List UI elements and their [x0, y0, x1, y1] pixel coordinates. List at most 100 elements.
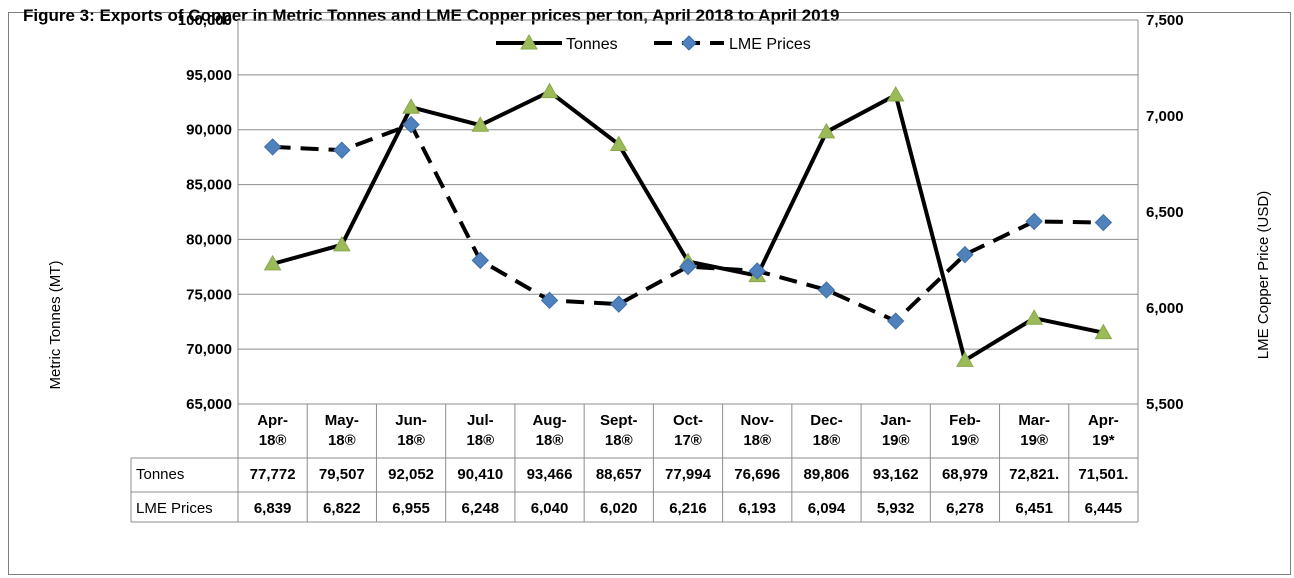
legend-label-lme: LME Prices	[729, 36, 811, 53]
lme-price-point	[1025, 212, 1043, 231]
series-line-tonnes	[272, 89, 1104, 363]
table-cell: 6,839	[254, 500, 292, 517]
category-label: Aug-	[532, 412, 566, 429]
lme-price-point	[956, 245, 974, 264]
tonnes-point	[471, 116, 490, 132]
category-label: 18®	[536, 432, 564, 449]
lme-price-point	[886, 312, 905, 330]
category-label: Apr-	[1088, 412, 1119, 429]
left-tick-label: 80,000	[186, 231, 232, 248]
lme-price-point	[610, 295, 628, 313]
legend: Tonnes LME Prices	[496, 33, 811, 53]
data-table: Apr- 18® May- 18® Jun- 18® Jul- 18® Aug- 18® Sept-…	[130, 403, 1139, 523]
table-cell: 92,052	[388, 466, 434, 483]
lme-price-point	[748, 262, 766, 280]
table-cell: 6,955	[392, 500, 430, 517]
series-lines	[272, 89, 1104, 363]
lme-price-point	[471, 251, 490, 270]
table-cell: 6,278	[946, 500, 984, 517]
category-label: 18®	[813, 432, 841, 449]
tonnes-point	[886, 86, 905, 102]
table-cell: 6,216	[669, 500, 707, 517]
category-label: Jan-	[880, 412, 911, 429]
table-cell: 6,040	[531, 500, 569, 517]
tonnes-point	[817, 122, 836, 139]
category-label: Feb-	[949, 412, 981, 429]
series-markers	[263, 82, 1113, 367]
left-tick-label: 75,000	[186, 286, 232, 303]
category-label: May-	[325, 412, 359, 429]
category-label: 18®	[328, 432, 356, 449]
table-cell: 71,501.	[1078, 466, 1128, 483]
table-cell: 93,162	[873, 466, 919, 483]
tonnes-point	[540, 82, 559, 99]
table-cell: 89,806	[804, 466, 850, 483]
category-label: Oct-	[673, 412, 703, 429]
table-cell: 72,821.	[1009, 466, 1059, 483]
table-cell: 6,451	[1015, 500, 1053, 517]
left-tick-label: 95,000	[186, 67, 232, 84]
table-cell: 77,772	[250, 466, 296, 483]
gridlines	[237, 19, 1139, 405]
lme-price-point	[679, 257, 697, 276]
left-axis-ticks: 65,000 70,000 75,000 80,000 85,000 90,000 95,0…	[178, 12, 232, 413]
lme-price-point	[263, 138, 282, 156]
right-tick-label: 5,500	[1146, 396, 1184, 413]
category-label: Apr-	[257, 412, 288, 429]
category-label: 18®	[259, 432, 287, 449]
category-label: Jul-	[467, 412, 494, 429]
table-cell: 76,696	[734, 466, 780, 483]
right-tick-label: 6,500	[1146, 204, 1184, 221]
table-cell: 88,657	[596, 466, 642, 483]
tonnes-point	[1025, 309, 1044, 325]
table-row-header: LME Prices	[136, 500, 213, 517]
category-label: Sept-	[600, 412, 638, 429]
table-cell: 6,020	[600, 500, 638, 517]
left-tick-label: 90,000	[186, 122, 232, 139]
table-cell: 6,445	[1085, 500, 1123, 517]
legend-label-tonnes: Tonnes	[566, 36, 618, 53]
lme-price-point	[333, 141, 351, 159]
left-tick-label: 85,000	[186, 177, 232, 194]
right-axis-ticks: 5,500 6,000 6,500 7,000 7,500	[1146, 12, 1184, 413]
category-label: 19®	[882, 432, 910, 449]
table-cell: 68,979	[942, 466, 988, 483]
left-tick-label: 70,000	[186, 341, 232, 358]
table-cell: 6,094	[808, 500, 846, 517]
right-tick-label: 7,500	[1146, 12, 1184, 29]
lme-price-point	[817, 281, 836, 299]
table-cell: 93,466	[527, 466, 573, 483]
right-tick-label: 6,000	[1146, 300, 1184, 317]
left-tick-label: 100,000	[178, 12, 232, 29]
table-row-header: Tonnes	[136, 466, 184, 483]
table-cell: 90,410	[457, 466, 503, 483]
left-axis-title: Metric Tonnes (MT)	[47, 261, 64, 390]
category-label: 18®	[397, 432, 425, 449]
category-label: Jun-	[395, 412, 427, 429]
category-label: Nov-	[741, 412, 774, 429]
lme-price-point	[540, 291, 559, 310]
category-label: 19®	[951, 432, 979, 449]
category-label: 19*	[1092, 432, 1115, 449]
table-cell: 79,507	[319, 466, 365, 483]
table-cell: 5,932	[877, 500, 915, 517]
category-label: 19®	[1020, 432, 1048, 449]
category-label: 18®	[743, 432, 771, 449]
tonnes-point	[263, 254, 282, 271]
table-cell: 77,994	[665, 466, 712, 483]
left-tick-label: 65,000	[186, 396, 232, 413]
tonnes-point	[1094, 323, 1113, 340]
lme-price-point	[1094, 213, 1113, 232]
table-cell: 6,193	[738, 500, 776, 517]
tonnes-point	[609, 135, 628, 151]
category-label: 18®	[466, 432, 494, 449]
tonnes-point	[956, 351, 974, 367]
category-label: Dec-	[810, 412, 843, 429]
lme-price-point	[402, 115, 420, 134]
legend-marker-tonnes	[520, 33, 538, 50]
tonnes-point	[332, 235, 351, 252]
right-tick-label: 7,000	[1146, 108, 1184, 125]
series-line-lme-prices	[272, 122, 1104, 324]
tonnes-point	[402, 98, 420, 114]
